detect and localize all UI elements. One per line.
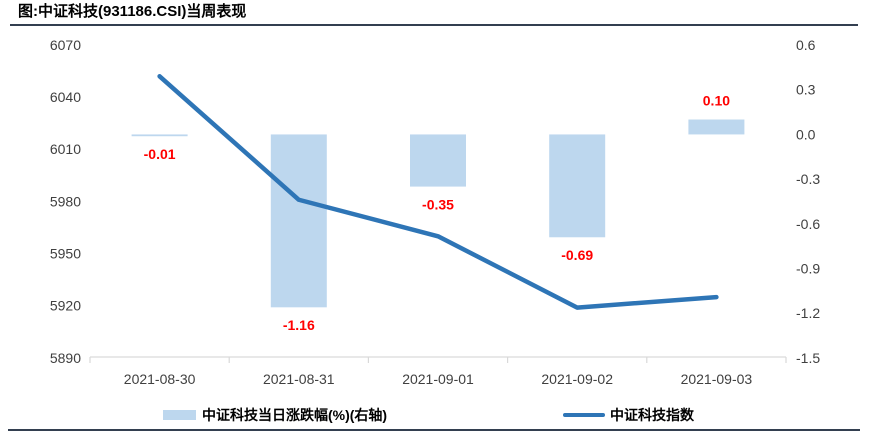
left-axis-tick-label: 5980 xyxy=(50,193,81,209)
right-axis-tick-label: -1.2 xyxy=(796,305,820,321)
left-axis-tick-label: 5950 xyxy=(50,246,81,262)
legend-item-bar: 中证科技当日涨跌幅(%)(右轴) xyxy=(163,405,387,425)
right-axis-tick-label: -0.6 xyxy=(796,216,820,232)
bar-series-swatch xyxy=(163,410,196,420)
figure-title-row: 图:中证科技(931186.CSI)当周表现 xyxy=(18,2,246,22)
bar-data-label: -1.16 xyxy=(283,317,315,333)
figure-title: 图:中证科技(931186.CSI)当周表现 xyxy=(18,3,247,20)
bar xyxy=(131,134,188,137)
right-axis-tick-label: -1.5 xyxy=(796,350,820,366)
bar xyxy=(549,134,606,238)
left-axis-tick-label: 6040 xyxy=(50,89,81,105)
right-axis-tick-label: -0.3 xyxy=(796,171,820,187)
legend-label-bar: 中证科技当日涨跌幅(%)(右轴) xyxy=(202,407,388,423)
combo-chart: 6070 6040 6010 5980 5950 5920 5890 0.6 0.3 0.0 -0.… xyxy=(50,37,820,387)
bar-data-label: -0.69 xyxy=(561,247,593,263)
legend-label-line: 中证科技指数 xyxy=(610,407,694,423)
bar xyxy=(410,134,466,187)
left-axis-tick-label: 6010 xyxy=(50,141,81,157)
chart-legend: 中证科技当日涨跌幅(%)(右轴) 中证科技指数 xyxy=(0,405,873,425)
right-axis-tick-label: 0.0 xyxy=(796,126,816,142)
x-axis-category-label: 2021-08-31 xyxy=(263,371,335,387)
bar xyxy=(688,119,745,135)
right-axis-tick-label: 0.6 xyxy=(796,37,816,53)
bar-data-label: -0.01 xyxy=(144,146,176,162)
bar-data-label: 0.10 xyxy=(703,92,730,108)
legend-item-line: 中证科技指数 xyxy=(563,405,694,425)
right-axis-tick-label: -0.9 xyxy=(796,260,820,276)
left-axis-tick-label: 5920 xyxy=(50,298,81,314)
line-series-swatch xyxy=(563,412,605,418)
bottom-border-line xyxy=(8,429,860,431)
x-axis-category-label: 2021-09-03 xyxy=(681,371,753,387)
x-axis-category-label: 2021-09-02 xyxy=(541,371,613,387)
index-line xyxy=(157,74,719,310)
title-underline xyxy=(10,24,858,26)
x-axis-category-label: 2021-09-01 xyxy=(402,371,474,387)
bar xyxy=(270,134,327,308)
left-axis-tick-label: 5890 xyxy=(50,350,81,366)
bar-data-label: -0.35 xyxy=(422,196,454,212)
x-axis-category-label: 2021-08-30 xyxy=(124,371,196,387)
right-axis-tick-label: 0.3 xyxy=(796,82,816,98)
left-axis-tick-label: 6070 xyxy=(50,37,81,53)
